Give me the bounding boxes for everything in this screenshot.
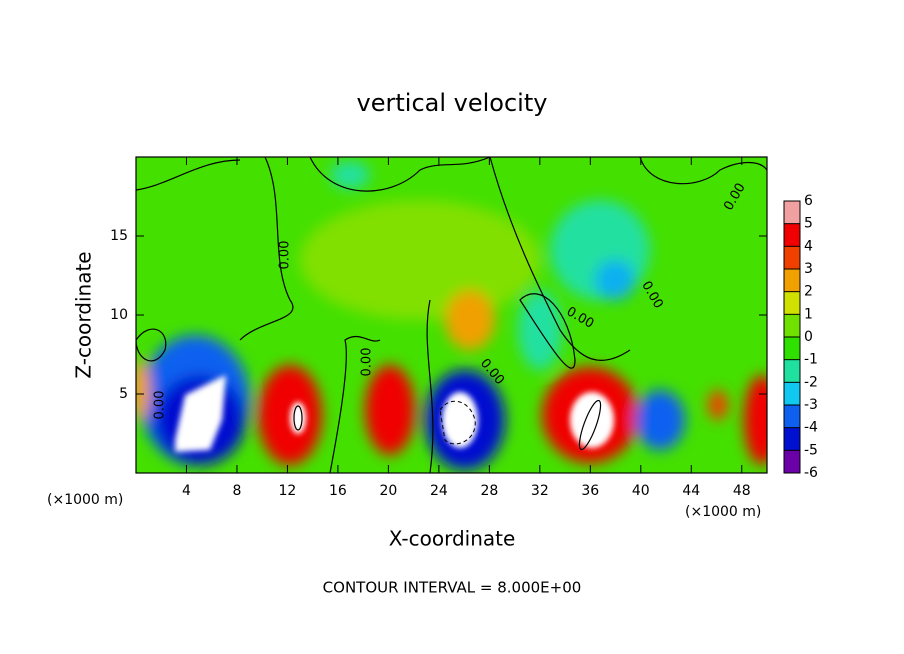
chart-title: vertical velocity	[357, 89, 548, 117]
colorbar-tick-label: 5	[804, 216, 813, 232]
colorbar-band	[784, 382, 800, 405]
colorbar-tick-label: 2	[804, 284, 813, 300]
colorbar-band	[784, 223, 800, 247]
x-tick-label: 24	[430, 483, 448, 499]
colorbar-band	[784, 246, 800, 269]
y-tick-label: 10	[110, 307, 128, 323]
colorbar-tick-label: -5	[804, 442, 818, 458]
colorbar-tick-label: 0	[804, 329, 813, 345]
contour-label: 0.00	[278, 241, 293, 270]
x-tick-label: 20	[379, 483, 397, 499]
x-tick-label: 4	[182, 483, 191, 499]
colorbar-band	[784, 314, 800, 337]
y-tick-label: 15	[110, 228, 128, 244]
colorbar-tick-label: 6	[804, 193, 813, 209]
colorbar-band	[784, 359, 800, 383]
x-tick-label: 12	[279, 483, 297, 499]
x-tick-label: 28	[480, 483, 498, 499]
colorbar-band	[784, 450, 800, 473]
colorbar-tick-label: -1	[804, 352, 818, 368]
colorbar-band	[784, 427, 800, 451]
x-tick-label: 48	[733, 483, 751, 499]
x-tick-label: 44	[682, 483, 700, 499]
field	[136, 157, 767, 473]
colorbar-tick-label: 4	[804, 238, 813, 254]
colorbar-band	[784, 291, 800, 315]
y-tick-label: 5	[119, 386, 128, 402]
colorbar-tick-label: 1	[804, 306, 813, 322]
colorbar-tick-label: -4	[804, 420, 818, 436]
x-unit-label: (×1000 m)	[47, 492, 123, 508]
colorbar-band	[784, 405, 800, 428]
x-unit-label: (×1000 m)	[685, 504, 761, 520]
contour-label: 0.00	[360, 348, 375, 377]
colorbar-tick-label: -3	[804, 397, 818, 413]
annotation: CONTOUR INTERVAL = 8.000E+00	[323, 579, 582, 597]
contour-label: 0.00	[153, 391, 168, 420]
x-tick-label: 36	[581, 483, 599, 499]
colorbar-tick-label: -2	[804, 374, 818, 390]
y-axis-label: Z-coordinate	[72, 251, 96, 378]
colorbar-band	[784, 269, 800, 292]
colorbar-tick-label: -6	[804, 465, 818, 481]
colorbar-tick-label: 3	[804, 261, 813, 277]
colorbar-band	[784, 337, 800, 360]
x-axis-label: X-coordinate	[389, 527, 516, 551]
x-tick-label: 32	[531, 483, 549, 499]
x-tick-label: 16	[329, 483, 347, 499]
x-tick-label: 40	[632, 483, 650, 499]
colorbar-band	[784, 201, 800, 224]
x-tick-label: 8	[232, 483, 241, 499]
